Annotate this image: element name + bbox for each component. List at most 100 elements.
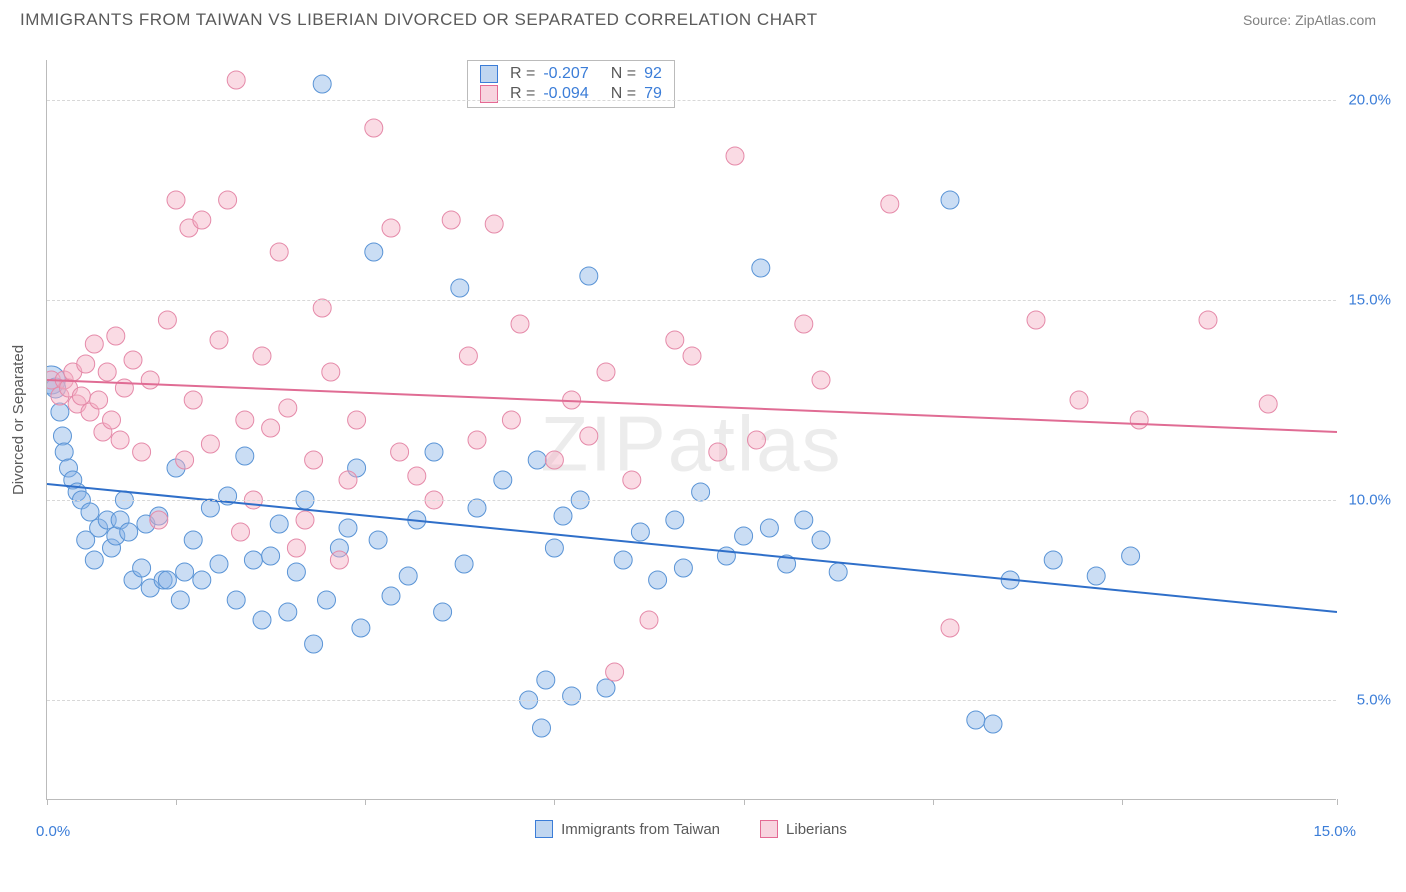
data-point bbox=[318, 591, 336, 609]
data-point bbox=[227, 71, 245, 89]
data-point bbox=[408, 467, 426, 485]
data-point bbox=[193, 571, 211, 589]
data-point bbox=[795, 315, 813, 333]
data-point bbox=[253, 347, 271, 365]
data-point bbox=[111, 431, 129, 449]
data-point bbox=[270, 243, 288, 261]
gridline bbox=[47, 700, 1336, 701]
data-point bbox=[279, 603, 297, 621]
gridline bbox=[47, 100, 1336, 101]
data-point bbox=[726, 147, 744, 165]
x-tick bbox=[47, 799, 48, 805]
data-point bbox=[296, 511, 314, 529]
data-point bbox=[1130, 411, 1148, 429]
legend-item-2: Liberians bbox=[760, 820, 847, 838]
data-point bbox=[391, 443, 409, 461]
data-point bbox=[533, 719, 551, 737]
x-tick bbox=[365, 799, 366, 805]
data-point bbox=[270, 515, 288, 533]
data-point bbox=[305, 451, 323, 469]
data-point bbox=[760, 519, 778, 537]
data-point bbox=[305, 635, 323, 653]
data-point bbox=[287, 539, 305, 557]
source-name: ZipAtlas.com bbox=[1295, 12, 1376, 28]
data-point bbox=[133, 559, 151, 577]
swatch-blue-icon bbox=[535, 820, 553, 838]
data-point bbox=[382, 219, 400, 237]
data-point bbox=[330, 551, 348, 569]
data-point bbox=[219, 191, 237, 209]
data-point bbox=[193, 211, 211, 229]
x-tick bbox=[933, 799, 934, 805]
y-tick-label: 20.0% bbox=[1348, 92, 1391, 109]
data-point bbox=[545, 451, 563, 469]
data-point bbox=[683, 347, 701, 365]
data-point bbox=[829, 563, 847, 581]
data-point bbox=[1070, 391, 1088, 409]
data-point bbox=[158, 311, 176, 329]
data-point bbox=[85, 335, 103, 353]
scatter-chart: ZIPatlas R = -0.207 N = 92 R = -0.094 N … bbox=[46, 60, 1336, 800]
y-tick-label: 15.0% bbox=[1348, 292, 1391, 309]
data-point bbox=[1122, 547, 1140, 565]
data-point bbox=[881, 195, 899, 213]
data-point bbox=[597, 679, 615, 697]
data-point bbox=[176, 451, 194, 469]
x-tick bbox=[554, 799, 555, 805]
data-point bbox=[262, 419, 280, 437]
data-point bbox=[795, 511, 813, 529]
data-point bbox=[666, 331, 684, 349]
data-point bbox=[236, 447, 254, 465]
data-point bbox=[1087, 567, 1105, 585]
data-point bbox=[98, 363, 116, 381]
data-point bbox=[232, 523, 250, 541]
data-point bbox=[597, 363, 615, 381]
chart-title: IMMIGRANTS FROM TAIWAN VS LIBERIAN DIVOR… bbox=[20, 10, 818, 30]
legend: Immigrants from Taiwan Liberians bbox=[46, 820, 1336, 838]
gridline bbox=[47, 500, 1336, 501]
data-point bbox=[545, 539, 563, 557]
data-point bbox=[511, 315, 529, 333]
data-point bbox=[485, 215, 503, 233]
data-point bbox=[735, 527, 753, 545]
data-point bbox=[451, 279, 469, 297]
legend-label-2: Liberians bbox=[786, 821, 847, 838]
y-tick-label: 5.0% bbox=[1357, 692, 1391, 709]
data-point bbox=[709, 443, 727, 461]
data-point bbox=[322, 363, 340, 381]
data-point bbox=[580, 427, 598, 445]
data-point bbox=[631, 523, 649, 541]
data-point bbox=[425, 443, 443, 461]
data-point bbox=[236, 411, 254, 429]
data-point bbox=[51, 403, 69, 421]
data-point bbox=[674, 559, 692, 577]
x-tick bbox=[1337, 799, 1338, 805]
data-point bbox=[459, 347, 477, 365]
data-point bbox=[227, 591, 245, 609]
data-point bbox=[120, 523, 138, 541]
data-point bbox=[623, 471, 641, 489]
data-point bbox=[339, 471, 357, 489]
statbox-row-1: R = -0.207 N = 92 bbox=[480, 64, 662, 84]
data-point bbox=[941, 191, 959, 209]
data-point bbox=[649, 571, 667, 589]
data-point bbox=[528, 451, 546, 469]
data-point bbox=[210, 331, 228, 349]
source-attribution: Source: ZipAtlas.com bbox=[1243, 12, 1376, 28]
data-point bbox=[107, 327, 125, 345]
data-point bbox=[167, 191, 185, 209]
data-point bbox=[984, 715, 1002, 733]
data-point bbox=[1027, 311, 1045, 329]
data-point bbox=[580, 267, 598, 285]
data-point bbox=[563, 687, 581, 705]
data-point bbox=[313, 75, 331, 93]
y-axis-title: Divorced or Separated bbox=[10, 345, 27, 495]
data-point bbox=[941, 619, 959, 637]
data-point bbox=[537, 671, 555, 689]
statbox-row-2: R = -0.094 N = 79 bbox=[480, 84, 662, 104]
n-label: N = bbox=[611, 65, 636, 83]
data-point bbox=[692, 483, 710, 501]
data-point bbox=[124, 351, 142, 369]
data-point bbox=[640, 611, 658, 629]
data-point bbox=[115, 379, 133, 397]
